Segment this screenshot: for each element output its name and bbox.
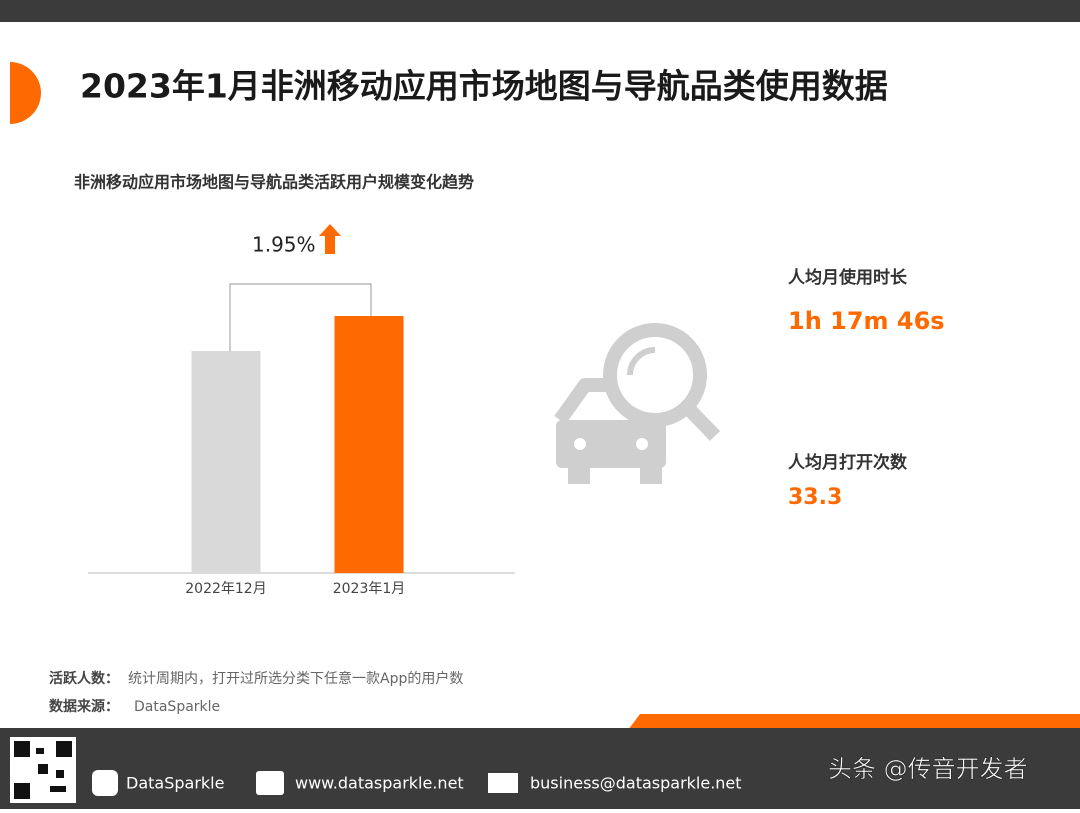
icon-light [574,438,586,450]
web-icon [256,771,284,795]
mail-icon [488,773,518,793]
icon-light [636,438,648,450]
x-tick-label: 2023年1月 [333,581,406,597]
map-icon [554,323,721,484]
qr-pattern [14,741,72,799]
watermark: 头条 @传音开发者 [828,755,1028,783]
footer-bar [0,728,1080,809]
chart-title: 非洲移动应用市场地图与导航品类活跃用户规模变化趋势 [74,173,474,192]
footer-wechat: DataSparkle [126,774,224,793]
bar [191,351,261,573]
page-title: 2023年1月非洲移动应用市场地图与导航品类使用数据 [80,67,888,106]
x-tick-label: 2022年12月 [185,581,266,597]
footer-stripe [628,714,1080,730]
stat-label: 人均月打开次数 [788,452,908,473]
growth-label: 1.95% [252,233,316,257]
note-text: DataSparkle [134,699,220,715]
top-bar [0,0,1080,22]
bars [191,316,404,573]
growth-bracket [229,283,372,351]
note-text: 统计周期内，打开过所选分类下任意一款App的用户数 [128,670,463,687]
stat-value: 33.3 [788,485,842,510]
stat-value: 1h 17m 46s [788,307,945,335]
bar [334,316,404,573]
up-arrow [319,224,341,254]
wechat-icon [92,770,118,796]
note-label: 数据来源： [49,698,119,715]
note-label: 活跃人数： [49,670,119,687]
stat-label: 人均月使用时长 [788,267,908,288]
footer-email: business@datasparkle.net [530,774,742,793]
title-marker [10,62,41,124]
footer-website: www.datasparkle.net [295,774,464,793]
